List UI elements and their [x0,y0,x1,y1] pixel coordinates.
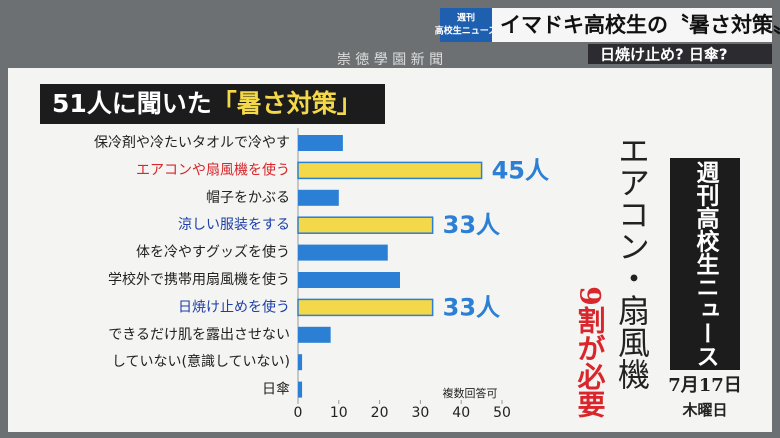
x-tick-label: 40 [452,405,470,421]
category-label: していない(意識していない) [112,353,290,370]
logo-box [440,8,492,42]
bar [298,244,388,261]
x-tick-label: 20 [371,405,389,421]
category-label: 保冷剤や冷たいタオルで冷やす [94,135,290,151]
x-tick-label: 30 [411,405,429,421]
bar [298,135,343,151]
subheadline-box [588,44,772,64]
category-label: 学校外で携帯用扇風機を使う [108,271,290,288]
category-label: 日焼け止めを使う [178,298,290,315]
chart-title: 51人に聞いた「暑さ対策」 [52,89,362,118]
newspaper-name: 崇 徳 學 園 新 聞 [337,52,443,68]
subheadline: 日焼け止め? 日傘? [600,46,728,64]
x-tick-label: 50 [493,405,511,421]
bar [298,189,339,206]
category-label: エアコンや扇風機を使う [136,161,290,178]
title-highlight: 「暑さ対策」 [212,89,362,118]
bar [297,161,483,180]
category-label: 涼しい服装をする [178,217,290,233]
category-label: できるだけ肌を露出させない [108,327,290,343]
value-label: 33人 [443,211,500,239]
x-tick-label: 10 [330,405,348,421]
value-label: 33人 [443,293,500,321]
date: 7月17日 [668,375,742,396]
headline: イマドキ高校生の〝暑さ対策〟 [500,13,780,37]
side-emphasis: 9割が必要 [574,286,607,417]
side-caption: エアコン・扇風機 [613,134,651,390]
weekday: 木曜日 [681,401,727,419]
board [8,68,772,432]
bar [298,326,331,343]
title-box [40,84,385,124]
x-tick-label: 0 [294,405,303,421]
category-label: 帽子をかぶる [206,190,290,206]
bar [297,216,434,234]
bar [297,298,434,317]
bar [298,272,400,288]
bar [298,381,303,398]
logo-bottom: 高校生ニュース [435,25,498,37]
category-label: 体を冷やすグッズを使う [136,244,290,261]
bar [298,354,303,371]
value-label: 45人 [492,156,549,184]
program-box [670,158,740,370]
logo-top: 週刊 [457,12,475,24]
headline-box [492,8,772,42]
annotation: 複数回答可 [443,386,498,400]
program-name: 週刊高校生ニュース [692,161,720,368]
title-part: 51人に聞いた [52,89,212,118]
category-label: 日傘 [262,382,290,398]
